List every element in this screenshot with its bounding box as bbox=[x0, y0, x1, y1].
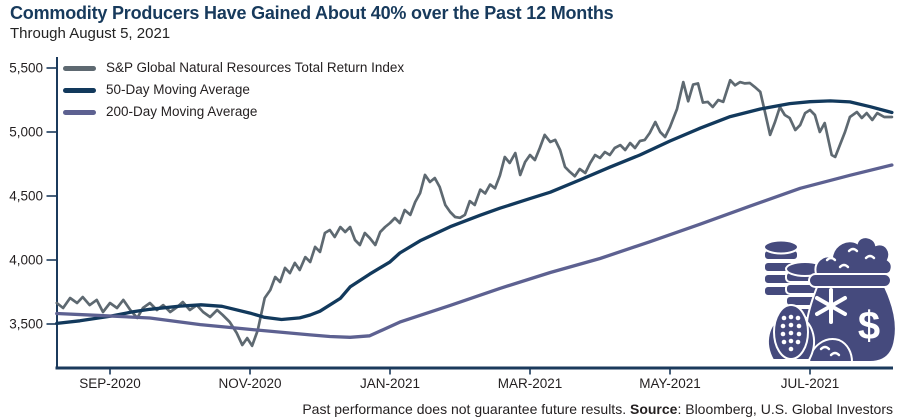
ma-200-day-line bbox=[55, 163, 894, 339]
y-tick-label: 4,000 bbox=[9, 253, 43, 268]
chart-header: Commodity Producers Have Gained About 40… bbox=[10, 3, 614, 43]
x-tick-label: NOV-2020 bbox=[218, 376, 281, 391]
source-label: Source bbox=[629, 401, 678, 417]
y-tick-label: 5,500 bbox=[9, 61, 43, 76]
page-title: Commodity Producers Have Gained About 40… bbox=[10, 3, 614, 23]
chart-axes: 3,500 4,000 4,500 5,000 5,500 SEP-2020 NOV-202… bbox=[9, 57, 893, 391]
legend-label: 50-Day Moving Average bbox=[106, 82, 250, 97]
x-tick-label: MAR-2021 bbox=[498, 376, 563, 391]
dollar-sign-icon: $ bbox=[858, 304, 880, 348]
disclaimer-text: Past performance does not guarantee futu… bbox=[302, 401, 630, 417]
y-tick-label: 4,500 bbox=[9, 189, 43, 204]
legend-swatch bbox=[63, 87, 96, 93]
footnote: Past performance does not guarantee futu… bbox=[302, 401, 893, 417]
y-tick-label: 5,000 bbox=[9, 125, 43, 140]
legend-swatch bbox=[63, 109, 96, 115]
source-text: : Bloomberg, U.S. Global Investors bbox=[677, 401, 893, 417]
x-tick-label: MAY-2021 bbox=[639, 376, 701, 391]
x-tick-label: JUL-2021 bbox=[781, 376, 840, 391]
sp-gnr-index-line bbox=[55, 78, 894, 348]
chart-subtitle: Through August 5, 2021 bbox=[10, 25, 171, 42]
grain-texture bbox=[819, 247, 876, 357]
chart-legend: S&P Global Natural Resources Total Retur… bbox=[63, 61, 404, 119]
legend-item: 200-Day Moving Average bbox=[63, 105, 404, 119]
legend-item: S&P Global Natural Resources Total Retur… bbox=[63, 61, 404, 75]
wheat-symbol-icon bbox=[815, 288, 847, 324]
x-tick-label: SEP-2020 bbox=[79, 376, 141, 391]
ma-50-day-line bbox=[55, 99, 894, 326]
legend-swatch bbox=[63, 65, 96, 71]
y-tick-label: 3,500 bbox=[9, 317, 43, 332]
corn-kernels bbox=[780, 314, 802, 352]
x-tick-label: JAN-2021 bbox=[360, 376, 420, 391]
legend-label: S&P Global Natural Resources Total Retur… bbox=[106, 60, 405, 75]
chart-series bbox=[55, 78, 894, 348]
legend-item: 50-Day Moving Average bbox=[63, 83, 404, 97]
commodities-icon: $ bbox=[753, 230, 898, 366]
legend-label: 200-Day Moving Average bbox=[106, 104, 258, 119]
commodities-icon-svg: $ bbox=[763, 236, 897, 363]
